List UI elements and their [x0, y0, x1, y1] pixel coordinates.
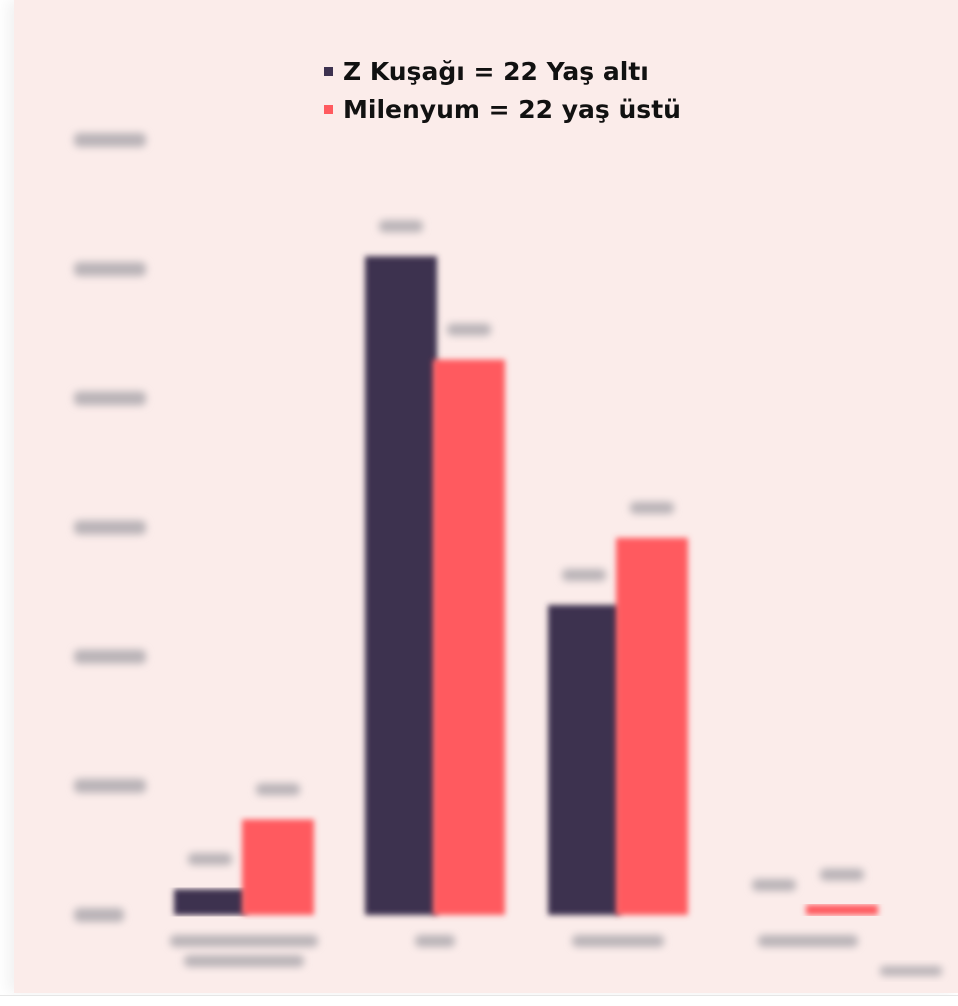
- legend: Z Kuşağı = 22 Yaş altı Milenyum = 22 yaş…: [324, 52, 784, 128]
- legend-swatch-series-1: [324, 66, 333, 76]
- data-label: [820, 868, 864, 881]
- bar-series-2: [242, 819, 314, 915]
- footnote-text: [880, 966, 942, 976]
- x-tick-label: [415, 935, 455, 947]
- legend-label-series-1: Z Kuşağı = 22 Yaş altı: [343, 56, 649, 86]
- y-tick-label: [74, 908, 124, 922]
- y-tick-label: [74, 133, 146, 147]
- legend-label-series-2: Milenyum = 22 yaş üstü: [343, 94, 681, 124]
- y-axis-ticks: [74, 133, 146, 922]
- bar-series-1: [365, 256, 437, 915]
- data-label: [752, 879, 796, 891]
- page-bottom-edge: [0, 995, 958, 1006]
- data-label: [379, 220, 423, 233]
- x-axis-ticks: [170, 935, 858, 967]
- bar-series-2: [806, 904, 878, 915]
- x-tick-label: [184, 955, 304, 967]
- bar-series-2: [616, 537, 688, 915]
- y-tick-label: [74, 520, 146, 535]
- legend-swatch-series-2: [324, 104, 333, 114]
- legend-item-series-1: Z Kuşağı = 22 Yaş altı: [324, 52, 784, 90]
- data-label: [447, 323, 491, 336]
- legend-item-series-2: Milenyum = 22 yaş üstü: [324, 90, 784, 128]
- x-tick-label: [170, 935, 318, 947]
- x-tick-label: [758, 935, 858, 947]
- data-label: [256, 783, 300, 796]
- bar-series-1: [174, 889, 246, 915]
- data-label: [188, 853, 232, 866]
- y-tick-label: [74, 649, 146, 664]
- data-label: [562, 569, 606, 581]
- y-tick-label: [74, 391, 146, 406]
- y-tick-label: [74, 262, 146, 277]
- bars: [174, 220, 878, 915]
- bar-series-2: [433, 359, 505, 915]
- data-label: [630, 501, 674, 514]
- y-tick-label: [74, 778, 146, 793]
- blurred-footnote: [880, 966, 942, 976]
- bar-series-1: [548, 605, 620, 915]
- x-tick-label: [572, 935, 664, 947]
